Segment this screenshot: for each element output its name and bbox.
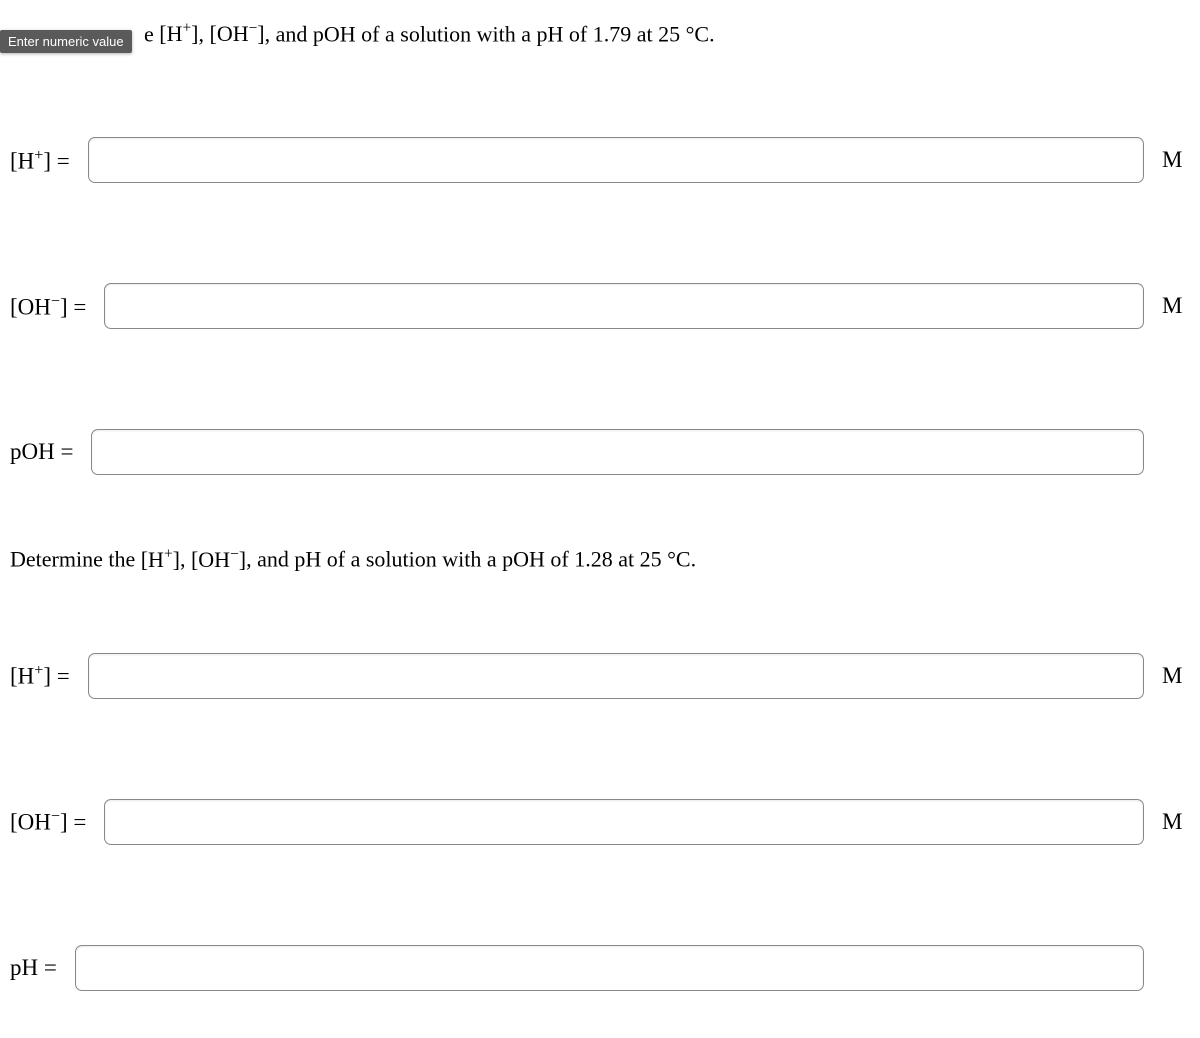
input-q1-poh[interactable] xyxy=(91,429,1144,475)
bracket-close: ] xyxy=(43,663,51,688)
superscript-minus: − xyxy=(249,20,258,37)
bracket-open: [H xyxy=(10,148,34,173)
q2-prefix: Determine the xyxy=(10,547,141,572)
bracket-close: ] xyxy=(257,21,264,46)
row-q1-h: [H+] = M xyxy=(10,137,1190,183)
row-q1-oh: [OH−] = M xyxy=(10,283,1190,329)
input-q2-oh[interactable] xyxy=(104,799,1144,845)
oh-minus-symbol: [OH−] xyxy=(210,21,265,46)
bracket-close: ] xyxy=(239,547,246,572)
question1-prompt: e [H+], [OH−], and pOH of a solution wit… xyxy=(10,20,1190,47)
unit-molar: M xyxy=(1162,663,1190,689)
bracket-open: [H xyxy=(10,663,34,688)
h-plus-symbol: [H+] xyxy=(159,21,198,46)
oh-minus-symbol: [OH−] xyxy=(191,547,246,572)
q1-text-after: , and pOH of a solution with a pH of 1.7… xyxy=(265,21,715,46)
bracket-open: [OH xyxy=(10,294,51,319)
bracket-open: [OH xyxy=(10,809,51,834)
equals-sign: = xyxy=(51,148,70,173)
input-q1-oh[interactable] xyxy=(104,283,1144,329)
row-q2-h: [H+] = M xyxy=(10,653,1190,699)
bracket-close: ] xyxy=(43,148,51,173)
separator: , xyxy=(199,21,210,46)
bracket-open: [H xyxy=(141,547,164,572)
equals-sign: = xyxy=(68,809,87,834)
input-q2-ph[interactable] xyxy=(75,945,1144,991)
unit-molar: M xyxy=(1162,293,1190,319)
equals-sign: = xyxy=(68,294,87,319)
row-q2-oh: [OH−] = M xyxy=(10,799,1190,845)
superscript-minus: − xyxy=(51,293,60,310)
label-oh-minus: [OH−] = xyxy=(10,293,86,321)
q1-prefix-remnant: e xyxy=(144,21,159,46)
bracket-open: [OH xyxy=(210,21,249,46)
bracket-close: ] xyxy=(173,547,180,572)
input-q2-h[interactable] xyxy=(88,653,1144,699)
bracket-close: ] xyxy=(60,809,68,834)
label-h-plus: [H+] = xyxy=(10,662,70,690)
superscript-plus: + xyxy=(34,147,43,164)
superscript-plus: + xyxy=(164,545,173,562)
superscript-minus: − xyxy=(230,545,239,562)
superscript-minus: − xyxy=(51,808,60,825)
label-oh-minus: [OH−] = xyxy=(10,808,86,836)
bracket-close: ] xyxy=(191,21,198,46)
label-ph: pH = xyxy=(10,955,57,981)
tooltip-enter-numeric: Enter numeric value xyxy=(0,30,132,53)
equals-sign: = xyxy=(51,663,70,688)
question2-prompt: Determine the [H+], [OH−], and pH of a s… xyxy=(10,545,1190,572)
label-h-plus: [H+] = xyxy=(10,147,70,175)
row-q1-poh: pOH = xyxy=(10,429,1190,475)
row-q2-ph: pH = xyxy=(10,945,1190,991)
label-poh: pOH = xyxy=(10,439,73,465)
question-container: e [H+], [OH−], and pOH of a solution wit… xyxy=(0,0,1200,1001)
superscript-plus: + xyxy=(182,20,191,37)
h-plus-symbol: [H+] xyxy=(141,547,180,572)
unit-molar: M xyxy=(1162,809,1190,835)
unit-molar: M xyxy=(1162,147,1190,173)
bracket-open: [H xyxy=(159,21,182,46)
input-q1-h[interactable] xyxy=(88,137,1144,183)
separator: , xyxy=(180,547,191,572)
bracket-open: [OH xyxy=(191,547,230,572)
q2-text-after: , and pH of a solution with a pOH of 1.2… xyxy=(246,547,696,572)
bracket-close: ] xyxy=(60,294,68,319)
superscript-plus: + xyxy=(34,662,43,679)
